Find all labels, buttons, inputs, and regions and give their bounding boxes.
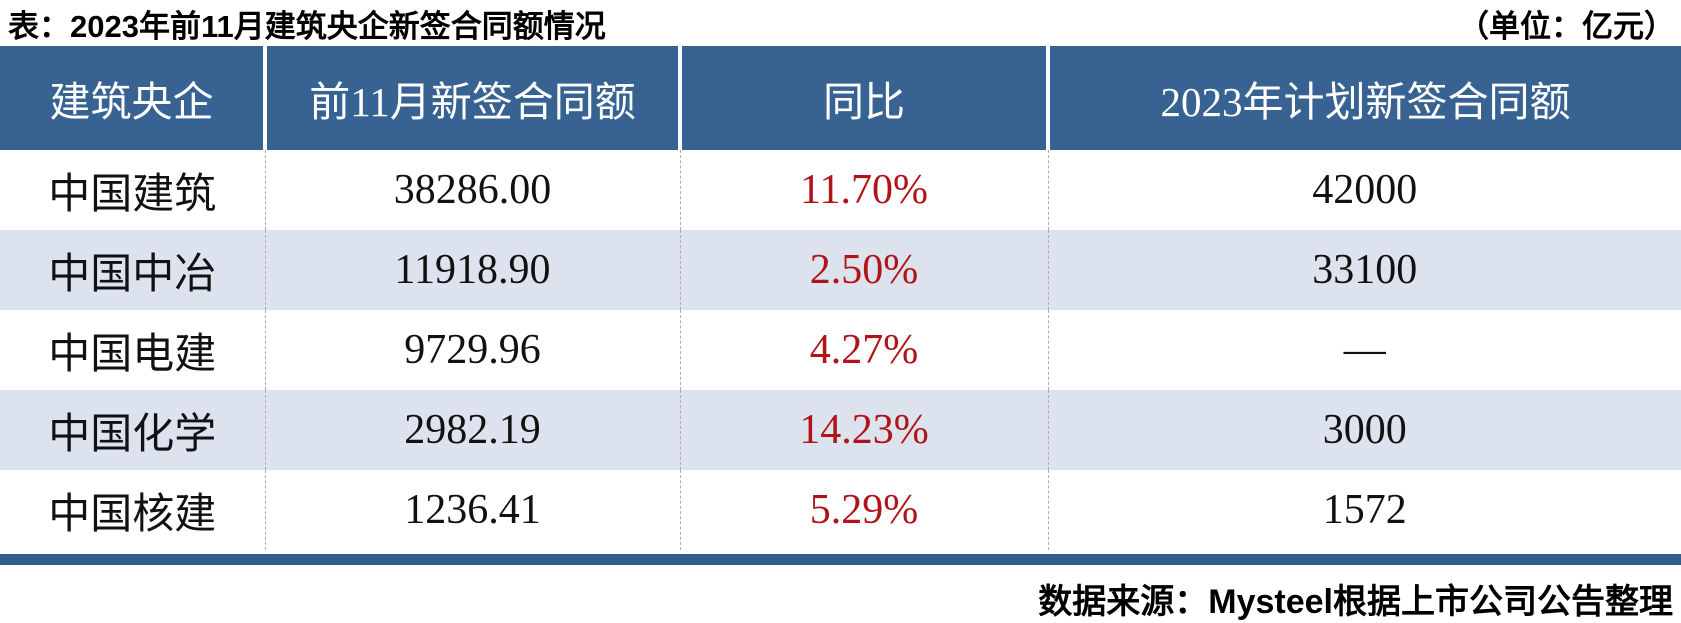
data-source-note: 数据来源：Mysteel根据上市公司公告整理 xyxy=(1038,583,1673,621)
yoy-cell: 11.70% xyxy=(679,150,1048,230)
plan-cell: — xyxy=(1047,310,1681,390)
table-bottom-border xyxy=(0,554,1681,565)
contract-table: 建筑央企 前11月新签合同额 同比 2023年计划新签合同额 中国建筑 3828… xyxy=(0,46,1681,550)
yoy-cell: 4.27% xyxy=(679,310,1048,390)
table-row: 中国电建 9729.96 4.27% — xyxy=(0,310,1681,390)
column-header-company: 建筑央企 xyxy=(0,46,265,150)
new-contract-cell: 2982.19 xyxy=(264,390,680,470)
company-cell: 中国建筑 xyxy=(48,171,217,218)
column-header-yoy: 同比 xyxy=(678,46,1048,150)
company-cell: 中国化学 xyxy=(48,411,217,458)
page-title: 表：2023年前11月建筑央企新签合同额情况 xyxy=(8,8,606,44)
table-body: 中国建筑 38286.00 11.70% 42000 中国中冶 11918.90… xyxy=(0,150,1681,550)
yoy-cell: 14.23% xyxy=(679,390,1048,470)
table-row: 中国核建 1236.41 5.29% 1572 xyxy=(0,470,1681,550)
table-header: 建筑央企 前11月新签合同额 同比 2023年计划新签合同额 xyxy=(0,46,1681,150)
new-contract-cell: 9729.96 xyxy=(264,310,680,390)
company-cell: 中国电建 xyxy=(48,331,217,378)
new-contract-cell: 1236.41 xyxy=(264,470,680,550)
plan-cell: 3000 xyxy=(1047,390,1681,470)
column-header-plan: 2023年计划新签合同额 xyxy=(1046,46,1681,150)
new-contract-cell: 38286.00 xyxy=(264,150,680,230)
company-cell: 中国中冶 xyxy=(48,251,217,298)
plan-cell: 1572 xyxy=(1047,470,1681,550)
header-row: 建筑央企 前11月新签合同额 同比 2023年计划新签合同额 xyxy=(0,46,1681,150)
yoy-cell: 5.29% xyxy=(679,470,1048,550)
table-row: 中国中冶 11918.90 2.50% 33100 xyxy=(0,230,1681,310)
plan-cell: 42000 xyxy=(1047,150,1681,230)
footer: 数据来源：Mysteel根据上市公司公告整理 xyxy=(0,565,1681,623)
yoy-cell: 2.50% xyxy=(679,230,1048,310)
column-header-new-contract: 前11月新签合同额 xyxy=(263,46,680,150)
table-row: 中国化学 2982.19 14.23% 3000 xyxy=(0,390,1681,470)
new-contract-cell: 11918.90 xyxy=(264,230,680,310)
plan-cell: 33100 xyxy=(1047,230,1681,310)
company-cell: 中国核建 xyxy=(48,491,217,538)
title-bar: 表：2023年前11月建筑央企新签合同额情况 （单位：亿元） xyxy=(0,0,1681,46)
table-row: 中国建筑 38286.00 11.70% 42000 xyxy=(0,150,1681,230)
unit-label: （单位：亿元） xyxy=(1458,8,1675,44)
